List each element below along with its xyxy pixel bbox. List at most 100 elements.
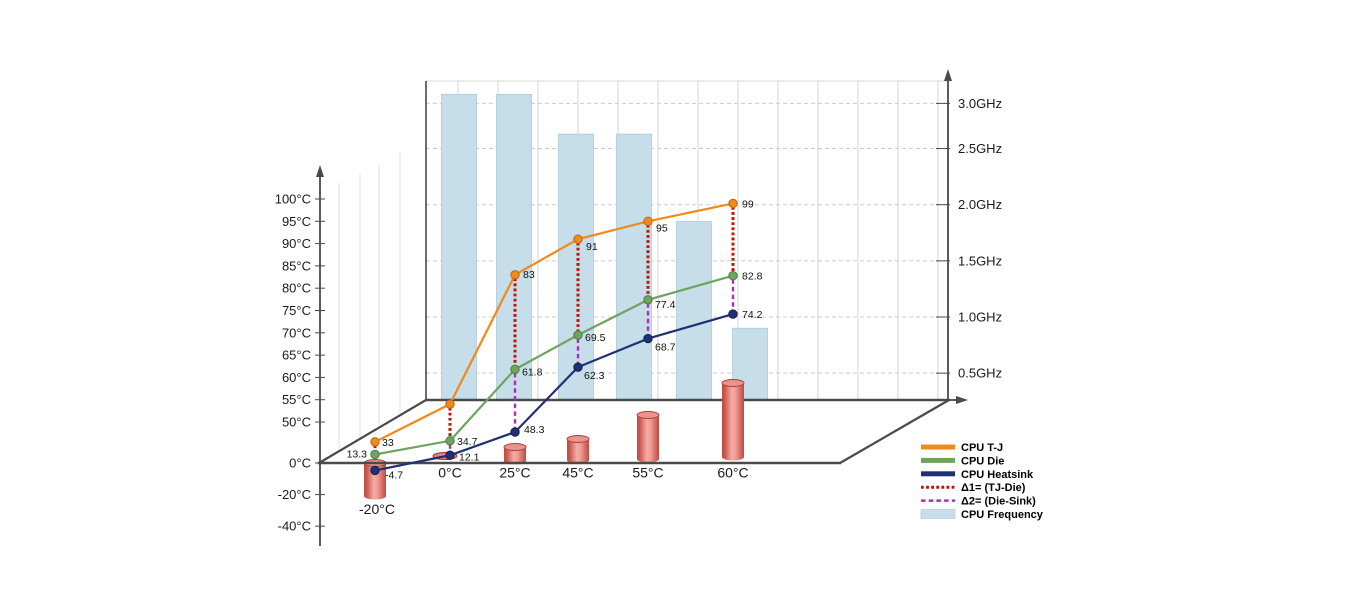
label: 2.5GHz <box>958 141 1002 156</box>
data-point <box>510 427 520 437</box>
ambient-cylinder <box>503 443 527 465</box>
series-line <box>374 313 734 472</box>
label: 55°C <box>282 392 311 407</box>
frequency-bar <box>441 93 477 400</box>
cpu-die-series: 13.3 34.7 61.8 69.5 77.4 82.8 <box>347 271 763 461</box>
label: 50°C <box>282 415 311 430</box>
label: 12.1 <box>459 451 480 463</box>
legend-swatch <box>921 444 955 450</box>
legend-item: CPU T-J <box>921 442 1003 454</box>
label: 0°C <box>438 465 462 481</box>
label: Δ1= (TJ-Die) <box>961 482 1026 494</box>
cpu-heatsink-series: -4.7 12.1 48.3 62.3 68.7 74.2 <box>370 309 763 481</box>
legend-swatch <box>921 471 955 477</box>
label: 82.8 <box>742 271 763 283</box>
data-point <box>573 234 583 244</box>
label: CPU T-J <box>961 442 1003 454</box>
frequency-bar <box>496 93 532 400</box>
label: 95 <box>656 222 668 234</box>
data-point <box>643 216 653 227</box>
label: 74.2 <box>742 309 763 321</box>
label: 83 <box>523 269 535 281</box>
label: 34.7 <box>457 436 478 448</box>
category-axis-labels: -20°C 0°C 25°C 45°C 55°C 60°C <box>359 465 749 518</box>
label: 45°C <box>562 465 593 481</box>
series-line <box>374 202 734 443</box>
label: -20°C <box>359 501 395 517</box>
label: Δ2= (Die-Sink) <box>961 496 1036 508</box>
data-point <box>370 437 380 447</box>
data-point <box>728 271 738 281</box>
label: 3.0GHz <box>958 96 1002 111</box>
series-line <box>374 274 734 456</box>
legend-swatch <box>920 509 956 519</box>
frequency-bar <box>616 133 652 400</box>
data-point <box>573 330 583 340</box>
data-point <box>370 465 380 476</box>
label: 60°C <box>717 465 748 481</box>
label: 1.0GHz <box>958 310 1002 325</box>
data-point <box>445 399 455 409</box>
label: 2.0GHz <box>958 197 1002 212</box>
label: 0°C <box>289 456 311 471</box>
data-point <box>445 450 455 460</box>
label: -40°C <box>278 519 311 534</box>
label: 13.3 <box>347 448 368 460</box>
label: 33 <box>382 437 394 449</box>
label: 25°C <box>499 465 530 481</box>
label: CPU Frequency <box>961 509 1044 521</box>
label: 1.5GHz <box>958 253 1002 268</box>
cpu-frequency-bars <box>441 93 768 400</box>
label: 62.3 <box>584 370 605 382</box>
data-point <box>370 449 380 460</box>
legend-item: CPU Die <box>921 455 1004 467</box>
legend-item: CPU Heatsink <box>921 469 1034 481</box>
frequency-bar <box>558 133 594 400</box>
legend-item: Δ1= (TJ-Die) <box>921 482 1026 494</box>
right-axis-arrow <box>944 69 952 81</box>
legend-item: Δ2= (Die-Sink) <box>921 496 1036 508</box>
label: 80°C <box>282 281 311 296</box>
cpu-tj-series: 33 83 91 95 99 <box>370 198 754 449</box>
label: CPU Heatsink <box>961 469 1034 481</box>
ambient-temperature-cylinders <box>363 379 745 500</box>
label: 65°C <box>282 348 311 363</box>
frequency-bar <box>676 221 712 400</box>
left-axis-arrow <box>316 165 324 177</box>
legend-swatch <box>921 457 955 463</box>
label: 69.5 <box>585 332 606 344</box>
label: 48.3 <box>524 424 545 436</box>
label: 0.5GHz <box>958 366 1002 381</box>
label: 75°C <box>282 303 311 318</box>
right-axis: 3.0GHz 2.5GHz 2.0GHz 1.5GHz 1.0GHz 0.5GHz <box>425 69 1002 404</box>
label: 100°C <box>275 192 311 207</box>
data-point <box>643 333 653 344</box>
label: CPU Die <box>961 455 1004 467</box>
data-point <box>573 362 583 372</box>
ambient-cylinder <box>363 459 387 500</box>
label: 70°C <box>282 325 311 340</box>
label: 91 <box>586 241 598 253</box>
data-point <box>728 309 738 319</box>
label: 99 <box>742 198 754 210</box>
data-point <box>728 198 738 209</box>
ambient-cylinder <box>721 379 745 461</box>
legend-item: CPU Frequency <box>920 509 1044 521</box>
label: 77.4 <box>655 299 676 311</box>
left-axis: 100°C 95°C 90°C 85°C 80°C 75°C 70°C 65°C 60°C 55°… <box>275 165 950 546</box>
label: 95°C <box>282 214 311 229</box>
label: -20°C <box>278 487 311 502</box>
ambient-cylinder <box>566 435 590 464</box>
label: 55°C <box>632 465 663 481</box>
label: -4.7 <box>385 469 403 481</box>
ambient-cylinder <box>636 411 660 463</box>
label: 90°C <box>282 236 311 251</box>
label: 61.8 <box>522 366 543 378</box>
label: 60°C <box>282 370 311 385</box>
data-point <box>510 270 520 280</box>
depth-axis-arrow <box>956 396 968 404</box>
label: 68.7 <box>655 342 676 354</box>
